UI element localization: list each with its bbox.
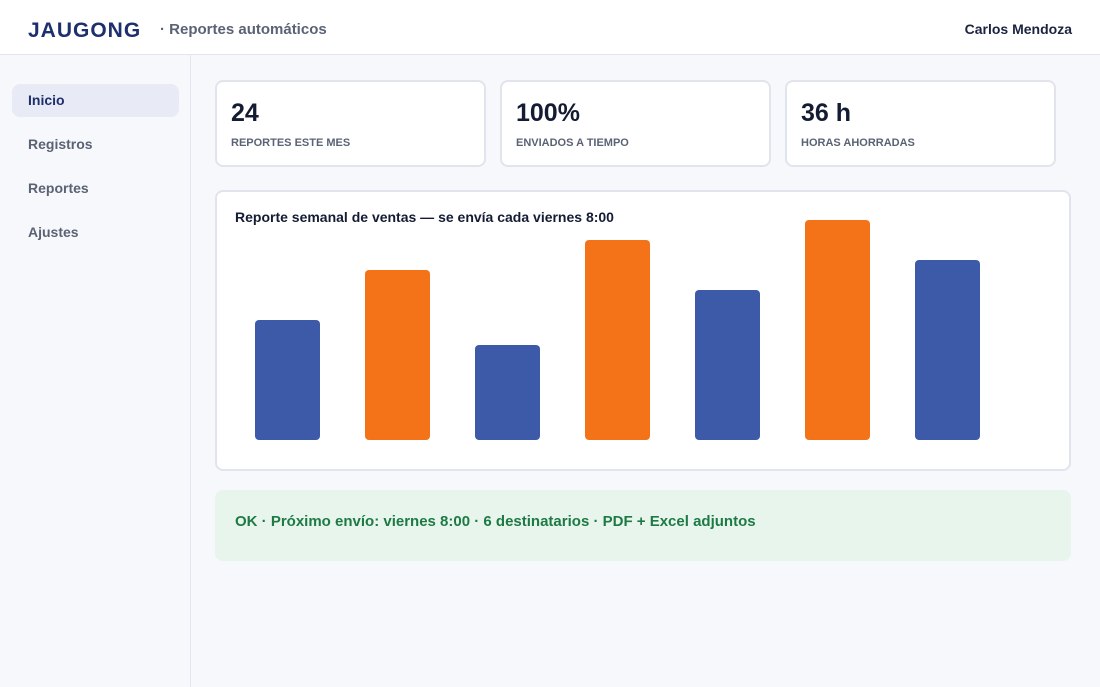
kpi-value: 24 (231, 99, 259, 127)
kpi-card-enviados: 100% ENVIADOS A TIEMPO (500, 80, 771, 167)
kpi-label: HORAS AHORRADAS (801, 137, 915, 149)
sidebar: Inicio Registros Reportes Ajustes (0, 55, 191, 687)
kpi-label: REPORTES ESTE MES (231, 137, 351, 149)
kpi-label: ENVIADOS A TIEMPO (516, 137, 629, 149)
status-banner: OK · Próximo envío: viernes 8:00 · 6 des… (215, 490, 1071, 561)
top-bar: JAUGONG · Reportes automáticos Carlos Me… (0, 0, 1100, 55)
user-name[interactable]: Carlos Mendoza (964, 21, 1072, 37)
page-subtitle: · Reportes automáticos (160, 21, 327, 38)
chart-bar-2 (365, 270, 430, 440)
kpi-card-reportes: 24 REPORTES ESTE MES (215, 80, 486, 167)
chart-bar-7 (915, 260, 980, 440)
sales-chart-card: Reporte semanal de ventas — se envía cad… (215, 190, 1071, 471)
chart-title: Reporte semanal de ventas — se envía cad… (235, 209, 614, 225)
status-text: OK · Próximo envío: viernes 8:00 · 6 des… (235, 513, 756, 530)
sidebar-item-registros[interactable]: Registros (28, 136, 93, 152)
chart-bar-6 (805, 220, 870, 440)
sidebar-item-ajustes[interactable]: Ajustes (28, 224, 79, 240)
brand-logo[interactable]: JAUGONG (28, 19, 142, 42)
chart-bar-5 (695, 290, 760, 440)
sidebar-item-inicio[interactable]: Inicio (12, 84, 179, 117)
kpi-value: 100% (516, 99, 580, 127)
chart-bar-4 (585, 240, 650, 440)
kpi-card-horas: 36 h HORAS AHORRADAS (785, 80, 1056, 167)
chart-bar-3 (475, 345, 540, 440)
sidebar-item-reportes[interactable]: Reportes (28, 180, 89, 196)
sales-bar-chart (255, 220, 980, 440)
chart-bar-1 (255, 320, 320, 440)
kpi-value: 36 h (801, 99, 852, 127)
